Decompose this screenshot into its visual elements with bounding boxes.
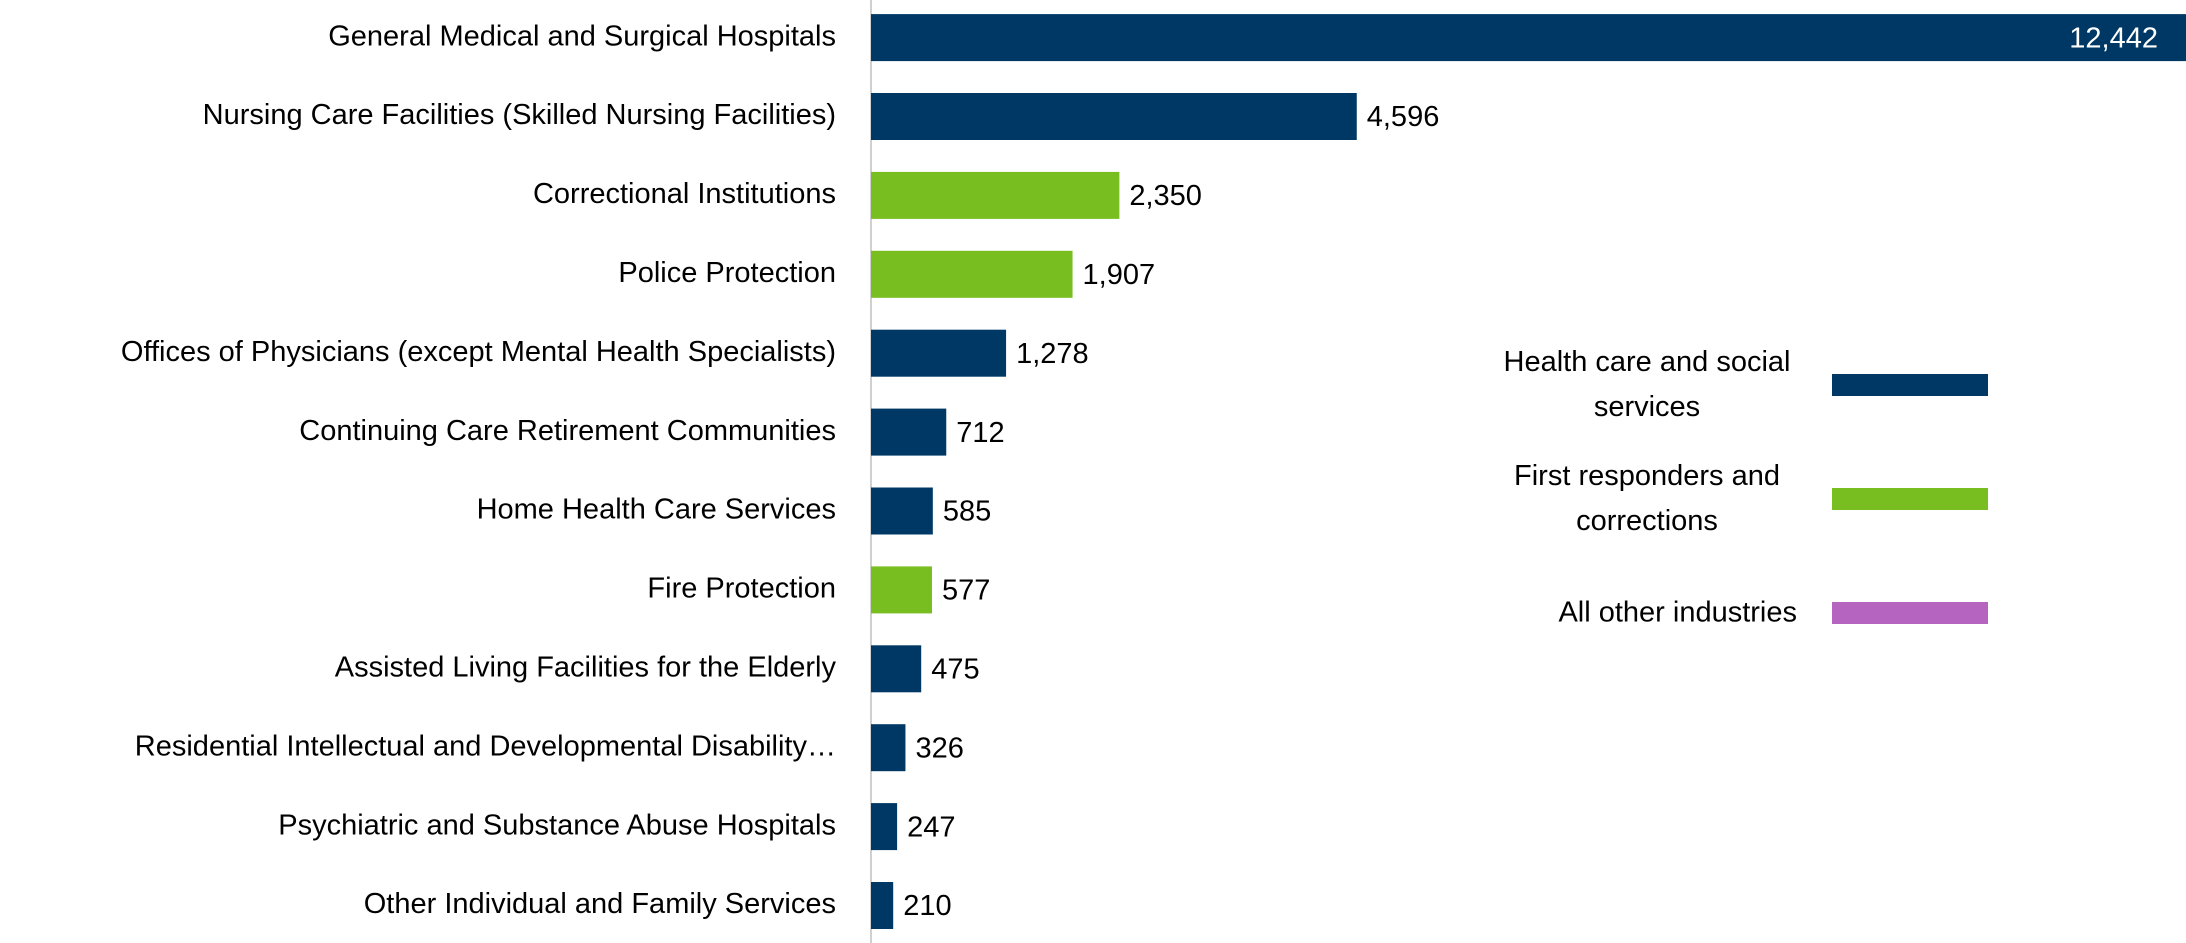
category-label: Home Health Care Services: [477, 494, 836, 526]
bar: [871, 645, 922, 693]
category-label: Nursing Care Facilities (Skilled Nursing…: [203, 99, 836, 131]
legend-label: First responders and corrections: [1514, 460, 1780, 537]
category-label: Fire Protection: [647, 573, 836, 605]
category-label: Police Protection: [618, 257, 836, 289]
category-label: Continuing Care Retirement Communities: [299, 415, 836, 447]
legend-label: Health care and social services: [1503, 346, 1791, 423]
category-label: Residential Intellectual and Development…: [135, 730, 836, 762]
bar: [871, 171, 1120, 219]
value-label: 4,596: [1367, 101, 1440, 133]
category-label: Other Individual and Family Services: [364, 888, 836, 920]
legend-swatch: [1832, 374, 1988, 396]
value-label: 1,907: [1083, 259, 1156, 291]
bar: [871, 329, 1007, 377]
legend-label: All other industries: [1558, 596, 1797, 629]
category-label: Offices of Physicians (except Mental Hea…: [121, 336, 836, 368]
value-label: 712: [956, 417, 1004, 449]
bar: [871, 93, 1357, 140]
bar: [871, 566, 932, 614]
value-label: 2,350: [1129, 180, 1202, 212]
value-label: 475: [931, 653, 979, 685]
bar: [871, 14, 2186, 62]
value-label: 1,278: [1016, 338, 1089, 370]
bar: [871, 803, 898, 851]
bar: [871, 408, 947, 456]
bar: [871, 882, 894, 929]
value-label: 247: [907, 811, 955, 843]
value-label: 210: [903, 890, 951, 922]
bar: [871, 250, 1073, 298]
category-label: General Medical and Surgical Hospitals: [328, 20, 836, 52]
value-label: 326: [915, 732, 963, 764]
category-label: Correctional Institutions: [533, 178, 836, 210]
legend-swatch: [1832, 602, 1988, 624]
bar: [871, 724, 906, 772]
legend-swatch: [1832, 488, 1988, 510]
value-label: 585: [943, 496, 991, 528]
category-label: Psychiatric and Substance Abuse Hospital…: [278, 809, 836, 841]
value-label: 577: [942, 575, 990, 607]
category-label: Assisted Living Facilities for the Elder…: [335, 651, 837, 683]
bar: [871, 487, 933, 535]
value-label: 12,442: [2069, 22, 2158, 54]
